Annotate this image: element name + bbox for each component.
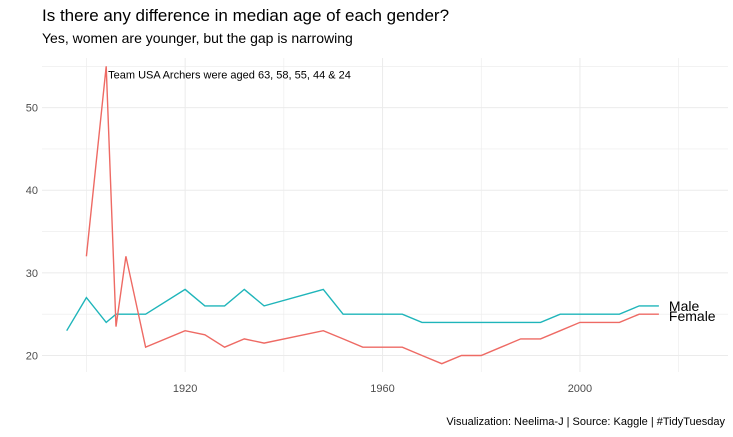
x-axis-ticks: 1920 1960 2000 <box>173 383 592 395</box>
y-tick-label: 30 <box>26 268 38 280</box>
chart-title: Is there any difference in median age of… <box>42 6 450 25</box>
chart-subtitle: Yes, women are younger, but the gap is n… <box>42 30 353 46</box>
series-lines <box>66 66 659 365</box>
annotation-text: Team USA Archers were aged 63, 58, 55, 4… <box>108 70 351 82</box>
annotation: Team USA Archers were aged 63, 58, 55, 4… <box>108 70 351 82</box>
x-tick-label: 2000 <box>568 383 592 395</box>
series-line-male <box>66 288 659 332</box>
series-label-female: Female <box>669 308 716 324</box>
x-tick-label: 1920 <box>173 383 197 395</box>
y-axis-ticks: 20 30 40 50 <box>26 103 38 363</box>
series-line-female <box>85 66 659 365</box>
grid-lines <box>42 58 728 372</box>
chart-caption: Visualization: Neelima-J | Source: Kaggl… <box>446 416 725 428</box>
x-tick-label: 1960 <box>370 383 394 395</box>
y-tick-label: 40 <box>26 185 38 197</box>
series-label-male: Male <box>669 298 700 314</box>
y-tick-label: 50 <box>26 103 38 115</box>
y-tick-label: 20 <box>26 350 38 362</box>
